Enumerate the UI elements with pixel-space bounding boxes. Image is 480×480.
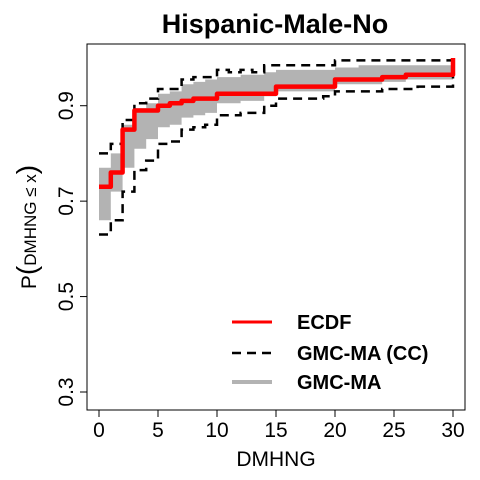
y-axis-label-paren-close: ) bbox=[11, 165, 42, 174]
ecdf-line-layer bbox=[99, 58, 456, 190]
y-axis: 0.3 0.5 0.7 0.9 bbox=[55, 91, 88, 407]
legend-label-ecdf: ECDF bbox=[297, 312, 351, 334]
legend: ECDF GMC-MA (CC) GMC-MA bbox=[232, 312, 428, 394]
gmc-ma-band bbox=[99, 58, 453, 221]
gmc-ma-band-area bbox=[99, 58, 453, 221]
x-tick-label: 30 bbox=[441, 419, 464, 442]
y-axis-label: P(DMHNG ≤ x) bbox=[11, 165, 42, 289]
gmc-ma-cc-lines bbox=[99, 58, 455, 236]
x-axis: 0 5 10 15 20 25 30 bbox=[93, 409, 465, 442]
x-tick-label: 0 bbox=[93, 419, 105, 442]
y-axis-label-text: P(DMHNG ≤ x) bbox=[11, 165, 42, 289]
gmc-ma-cc-upper-line bbox=[99, 58, 455, 155]
gmc-ma-cc-lower-line bbox=[99, 58, 455, 236]
x-axis-label: DMHNG bbox=[236, 448, 315, 471]
legend-label-band: GMC-MA bbox=[297, 372, 381, 394]
y-tick-label: 0.7 bbox=[55, 186, 78, 215]
y-axis-label-prefix: P bbox=[18, 275, 41, 289]
y-tick-label: 0.9 bbox=[55, 91, 78, 120]
x-tick-label: 15 bbox=[264, 419, 287, 442]
x-tick-label: 25 bbox=[382, 419, 405, 442]
x-tick-label: 20 bbox=[323, 419, 346, 442]
x-tick-label: 10 bbox=[205, 419, 228, 442]
ecdf-line bbox=[99, 58, 456, 190]
y-tick-label: 0.3 bbox=[55, 377, 78, 406]
legend-label-cc: GMC-MA (CC) bbox=[297, 343, 428, 365]
y-axis-label-paren-open: ( bbox=[11, 265, 42, 275]
chart-title: Hispanic-Male-No bbox=[162, 9, 389, 39]
y-tick-label: 0.5 bbox=[55, 282, 78, 311]
x-tick-label: 5 bbox=[152, 419, 164, 442]
y-axis-label-inner: DMHNG ≤ x bbox=[21, 174, 40, 266]
